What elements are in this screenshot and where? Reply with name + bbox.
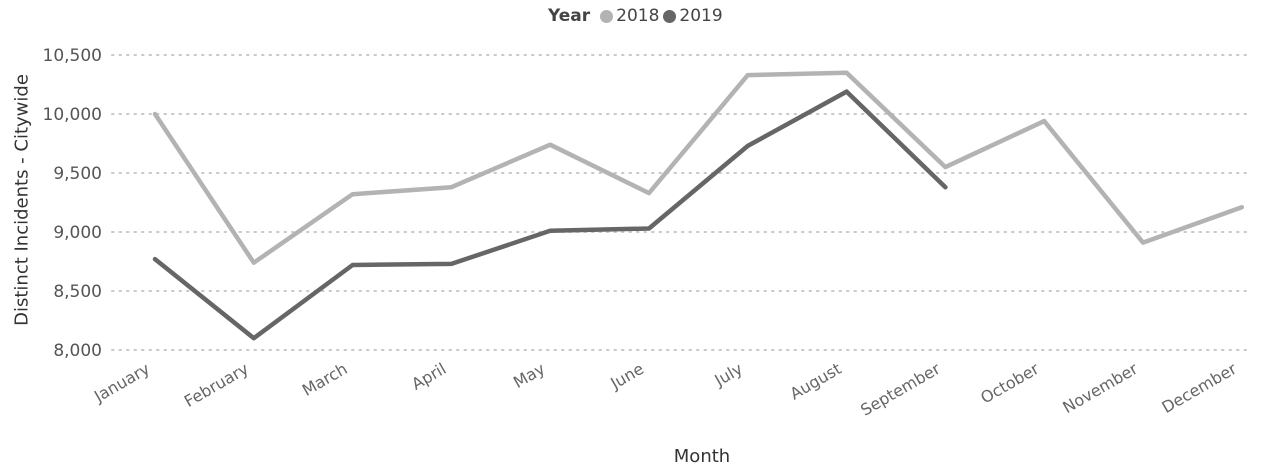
y-tick-label: 10,500 — [43, 46, 102, 66]
x-tick-label: April — [408, 359, 449, 394]
series-lines — [152, 70, 1245, 341]
series-line-2018 — [152, 70, 1245, 265]
x-tick-label: September — [857, 359, 943, 420]
x-tick-label: January — [90, 359, 153, 406]
legend-marker-2018 — [600, 9, 614, 23]
legend-label-2019: 2019 — [679, 6, 723, 26]
y-tick-label: 10,000 — [43, 105, 102, 125]
legend-item-2019[interactable]: 2019 — [663, 6, 723, 26]
x-tick-label: July — [711, 359, 746, 390]
x-tick-label: December — [1158, 359, 1240, 417]
y-tick-label: 9,500 — [53, 164, 102, 184]
y-tick-label: 9,000 — [53, 223, 102, 243]
x-tick-label: February — [181, 359, 252, 411]
series-line-2019 — [152, 89, 948, 341]
x-tick-label: May — [510, 359, 548, 392]
x-tick-label: June — [606, 359, 647, 393]
x-tick-label: October — [977, 359, 1042, 408]
legend-item-2018[interactable]: 2018 — [600, 6, 659, 26]
gridlines — [111, 54, 1253, 351]
y-tick-label: 8,000 — [53, 341, 102, 361]
x-tick-label: August — [787, 359, 845, 403]
legend: Year 2018 2019 — [548, 6, 727, 26]
x-tick-label: November — [1059, 359, 1141, 417]
legend-marker-2019 — [663, 9, 677, 23]
x-axis-ticks: January February March April May June July Augu… — [90, 359, 1240, 420]
legend-title: Year — [548, 6, 591, 26]
y-tick-label: 8,500 — [53, 282, 102, 302]
y-axis-title: Distinct Incidents - Citywide — [11, 74, 33, 326]
x-axis-title: Month — [673, 446, 731, 467]
legend-label-2018: 2018 — [616, 6, 660, 26]
y-axis-ticks: 8,000 8,500 9,000 9,500 10,000 10,500 — [43, 46, 102, 361]
x-tick-label: March — [299, 359, 351, 400]
